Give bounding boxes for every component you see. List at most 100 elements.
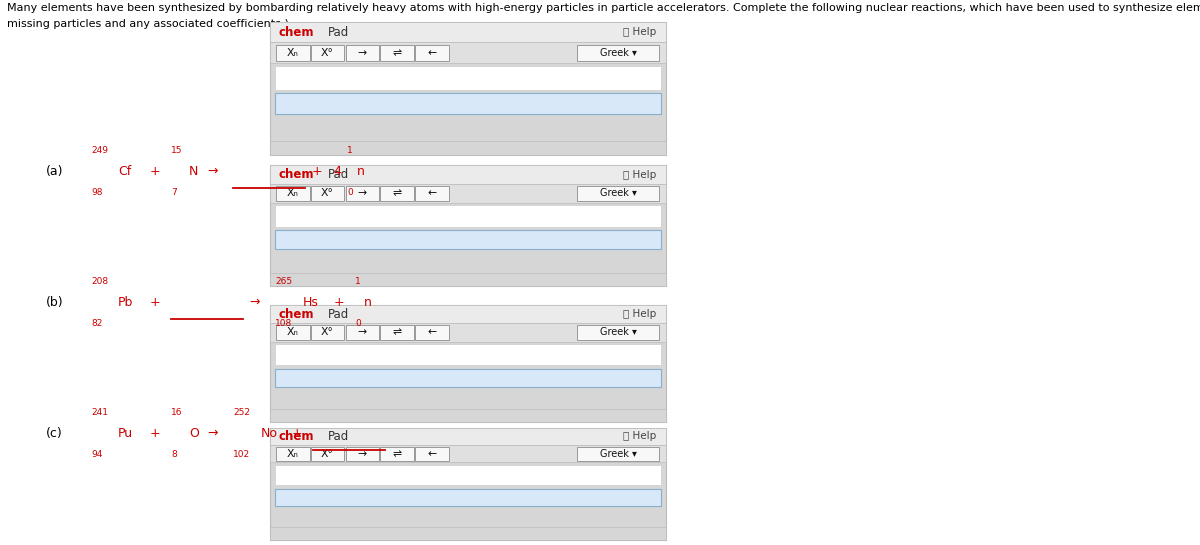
Text: →: → (250, 296, 259, 309)
Text: 265: 265 (276, 277, 293, 286)
Text: Greek ▾: Greek ▾ (600, 328, 636, 337)
Text: (b): (b) (46, 296, 64, 309)
Text: 208: 208 (91, 277, 108, 286)
Text: +: + (334, 296, 344, 309)
Text: 1: 1 (348, 146, 353, 155)
Text: Xₙ: Xₙ (287, 48, 299, 58)
Text: Greek ▾: Greek ▾ (600, 449, 636, 459)
FancyBboxPatch shape (415, 447, 449, 461)
Text: chem: chem (278, 26, 314, 39)
Text: ⓘ Help: ⓘ Help (623, 169, 656, 179)
Text: Greek ▾: Greek ▾ (600, 188, 636, 198)
FancyBboxPatch shape (275, 205, 661, 227)
FancyBboxPatch shape (270, 445, 666, 463)
FancyBboxPatch shape (415, 325, 449, 340)
Text: n: n (356, 165, 365, 178)
Text: →: → (206, 427, 217, 440)
Text: Pb: Pb (118, 296, 133, 309)
Text: chem: chem (278, 430, 314, 443)
Text: 252: 252 (233, 408, 251, 417)
FancyBboxPatch shape (577, 325, 659, 340)
Text: X°: X° (322, 48, 334, 58)
Text: 241: 241 (91, 408, 108, 417)
Text: (a): (a) (46, 165, 64, 178)
Text: →: → (358, 48, 367, 58)
FancyBboxPatch shape (270, 428, 666, 540)
Text: Greek ▾: Greek ▾ (600, 48, 636, 58)
Text: ⇌: ⇌ (392, 48, 402, 58)
Text: (c): (c) (46, 427, 62, 440)
Text: 16: 16 (170, 408, 182, 417)
FancyBboxPatch shape (346, 45, 379, 61)
Text: Xₙ: Xₙ (287, 449, 299, 459)
FancyBboxPatch shape (275, 368, 661, 387)
Text: 102: 102 (233, 450, 251, 459)
Text: ⓘ Help: ⓘ Help (623, 309, 656, 319)
Text: +: + (292, 427, 302, 440)
Text: ⇌: ⇌ (392, 188, 402, 198)
Text: Cf: Cf (118, 165, 132, 178)
Text: X°: X° (322, 188, 334, 198)
Text: 1: 1 (355, 277, 361, 286)
Text: 249: 249 (91, 146, 108, 155)
FancyBboxPatch shape (270, 428, 666, 445)
FancyBboxPatch shape (275, 488, 661, 506)
Text: 0: 0 (348, 188, 353, 197)
FancyBboxPatch shape (577, 447, 659, 461)
Text: Pu: Pu (118, 427, 133, 440)
Text: Pad: Pad (328, 308, 349, 321)
FancyBboxPatch shape (275, 93, 661, 114)
FancyBboxPatch shape (346, 325, 379, 340)
FancyBboxPatch shape (380, 45, 414, 61)
Text: 108: 108 (276, 319, 293, 328)
Text: →: → (358, 188, 367, 198)
FancyBboxPatch shape (275, 344, 661, 365)
Text: chem: chem (278, 308, 314, 321)
Text: chem: chem (278, 168, 314, 181)
FancyBboxPatch shape (270, 184, 666, 203)
Text: O: O (188, 427, 199, 440)
Text: ⓘ Help: ⓘ Help (623, 27, 656, 37)
Text: 8: 8 (170, 450, 176, 459)
Text: X°: X° (322, 328, 334, 337)
FancyBboxPatch shape (270, 43, 666, 63)
Text: +: + (150, 165, 160, 178)
Text: ⇌: ⇌ (392, 328, 402, 337)
Text: ⇌: ⇌ (392, 449, 402, 459)
FancyBboxPatch shape (275, 465, 661, 485)
Text: ←: ← (427, 188, 437, 198)
FancyBboxPatch shape (311, 447, 344, 461)
Text: →: → (206, 165, 217, 178)
FancyBboxPatch shape (577, 45, 659, 61)
FancyBboxPatch shape (270, 273, 666, 286)
Text: →: → (358, 328, 367, 337)
FancyBboxPatch shape (270, 165, 666, 286)
FancyBboxPatch shape (270, 323, 666, 342)
Text: Xₙ: Xₙ (287, 328, 299, 337)
FancyBboxPatch shape (380, 186, 414, 201)
FancyBboxPatch shape (346, 186, 379, 201)
FancyBboxPatch shape (311, 45, 344, 61)
FancyBboxPatch shape (275, 66, 661, 90)
Text: Xₙ: Xₙ (287, 188, 299, 198)
FancyBboxPatch shape (380, 325, 414, 340)
FancyBboxPatch shape (415, 186, 449, 201)
Text: X°: X° (322, 449, 334, 459)
Text: 7: 7 (170, 188, 176, 197)
FancyBboxPatch shape (276, 325, 310, 340)
FancyBboxPatch shape (311, 186, 344, 201)
FancyBboxPatch shape (270, 305, 666, 323)
FancyBboxPatch shape (270, 409, 666, 422)
Text: Pad: Pad (328, 168, 349, 181)
FancyBboxPatch shape (276, 45, 310, 61)
Text: 4: 4 (332, 165, 341, 178)
FancyBboxPatch shape (346, 447, 379, 461)
Text: 15: 15 (170, 146, 182, 155)
FancyBboxPatch shape (415, 45, 449, 61)
FancyBboxPatch shape (270, 165, 666, 184)
Text: Pad: Pad (328, 26, 349, 39)
Text: →: → (358, 449, 367, 459)
Text: 82: 82 (91, 319, 102, 328)
FancyBboxPatch shape (270, 22, 666, 43)
Text: +: + (150, 427, 160, 440)
